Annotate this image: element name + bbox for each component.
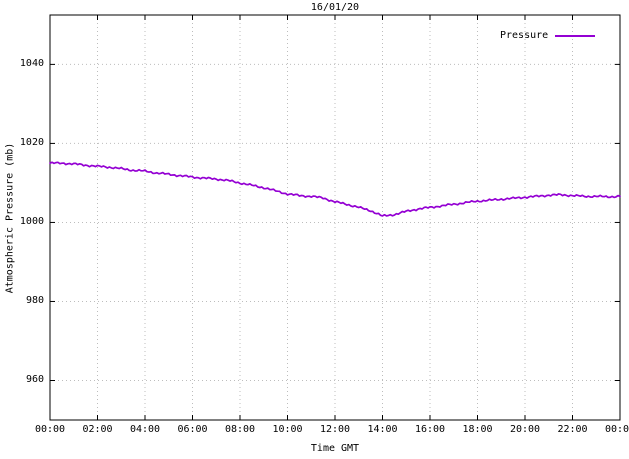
y-tick-label: 1000 bbox=[19, 216, 44, 228]
legend-label: Pressure bbox=[500, 30, 549, 41]
y-tick-label: 1020 bbox=[19, 137, 44, 149]
x-tick-label: 02:00 bbox=[82, 424, 113, 435]
x-tick-label: 20:00 bbox=[509, 424, 541, 435]
x-tick-label: 16:00 bbox=[414, 424, 446, 435]
chart-title: 16/01/20 bbox=[310, 2, 360, 13]
x-tick-label: 00:00 bbox=[34, 424, 66, 435]
x-tick-label: 00:00 bbox=[604, 424, 629, 435]
x-tick-label: 06:00 bbox=[177, 424, 208, 435]
y-tick-label: 960 bbox=[25, 374, 44, 386]
x-tick-label: 22:00 bbox=[557, 424, 588, 435]
legend-line-swatch bbox=[555, 34, 596, 37]
x-tick-label: 18:00 bbox=[462, 424, 493, 435]
y-tick-label: 1040 bbox=[19, 58, 44, 70]
y-tick-label: 980 bbox=[25, 295, 44, 307]
x-tick-label: 10:00 bbox=[272, 424, 303, 435]
x-tick-label: 08:00 bbox=[224, 424, 256, 435]
x-tick-label: 12:00 bbox=[319, 424, 351, 435]
plot-border bbox=[49, 14, 621, 421]
x-tick-label: 14:00 bbox=[367, 424, 398, 435]
x-tick-label: 04:00 bbox=[129, 424, 161, 435]
x-axis-label: Time GMT bbox=[310, 443, 360, 454]
legend: Pressure bbox=[500, 30, 596, 41]
pressure-line bbox=[49, 161, 621, 217]
